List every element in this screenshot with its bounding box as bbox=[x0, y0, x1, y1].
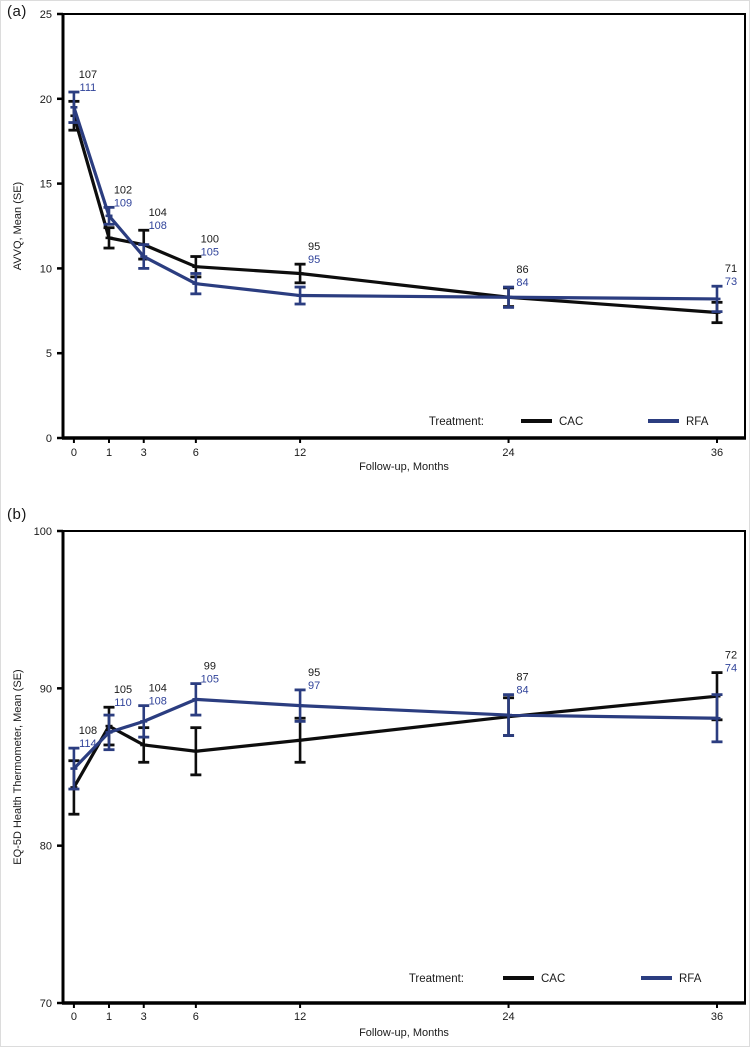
svg-text:24: 24 bbox=[502, 447, 514, 459]
svg-text:95: 95 bbox=[308, 241, 320, 253]
svg-text:1: 1 bbox=[106, 447, 112, 459]
legend: Treatment: CAC RFA bbox=[429, 416, 709, 428]
legend-label-rfa: RFA bbox=[686, 416, 709, 428]
svg-text:97: 97 bbox=[308, 680, 320, 692]
svg-text:102: 102 bbox=[114, 184, 132, 196]
panel-b-label: (b) bbox=[7, 506, 27, 523]
svg-text:86: 86 bbox=[516, 264, 528, 276]
svg-text:3: 3 bbox=[141, 447, 147, 459]
svg-text:0: 0 bbox=[46, 433, 52, 445]
svg-text:109: 109 bbox=[114, 197, 132, 209]
svg-text:105: 105 bbox=[201, 247, 219, 259]
svg-text:0: 0 bbox=[71, 447, 77, 459]
svg-text:80: 80 bbox=[40, 841, 52, 853]
svg-text:5: 5 bbox=[46, 348, 52, 360]
svg-text:84: 84 bbox=[516, 685, 528, 697]
svg-text:104: 104 bbox=[149, 207, 167, 219]
svg-text:25: 25 bbox=[40, 9, 52, 21]
svg-text:15: 15 bbox=[40, 179, 52, 191]
legend-title: Treatment: bbox=[429, 416, 484, 428]
svg-text:105: 105 bbox=[114, 684, 132, 696]
y-axis-title: AVVQ, Mean (SE) bbox=[12, 182, 24, 270]
svg-text:6: 6 bbox=[193, 447, 199, 459]
panel-a: 0 5 10 15 20 25 0 1 3 6 12 24 36 Follow-up, Months AVV… bbox=[1, 1, 750, 498]
plot-frame bbox=[61, 13, 746, 440]
svg-text:108: 108 bbox=[79, 725, 97, 737]
svg-text:12: 12 bbox=[294, 447, 306, 459]
panel-b: 70 80 90 100 0 1 3 6 12 24 36 Follow-up, Months EQ-5… bbox=[1, 498, 750, 1048]
y-axis: 70 80 90 100 bbox=[34, 526, 63, 1010]
plot-frame bbox=[61, 530, 746, 1005]
svg-text:74: 74 bbox=[725, 663, 737, 675]
svg-text:20: 20 bbox=[40, 94, 52, 106]
svg-text:72: 72 bbox=[725, 650, 737, 662]
x-axis-title: Follow-up, Months bbox=[359, 461, 449, 473]
svg-text:24: 24 bbox=[502, 1011, 514, 1023]
svg-text:105: 105 bbox=[201, 674, 219, 686]
legend-label-cac: CAC bbox=[541, 973, 565, 985]
svg-text:3: 3 bbox=[141, 1011, 147, 1023]
panel-a-label: (a) bbox=[7, 3, 27, 20]
svg-text:73: 73 bbox=[725, 276, 737, 288]
x-axis: 0 1 3 6 12 24 36 bbox=[71, 438, 723, 459]
legend: Treatment: CAC RFA bbox=[409, 973, 702, 985]
svg-text:1: 1 bbox=[106, 1011, 112, 1023]
svg-text:6: 6 bbox=[193, 1011, 199, 1023]
svg-text:100: 100 bbox=[34, 526, 52, 538]
svg-text:95: 95 bbox=[308, 254, 320, 266]
x-axis-title: Follow-up, Months bbox=[359, 1027, 449, 1039]
svg-text:99: 99 bbox=[204, 661, 216, 673]
legend-label-cac: CAC bbox=[559, 416, 583, 428]
svg-text:36: 36 bbox=[711, 1011, 723, 1023]
svg-text:95: 95 bbox=[308, 667, 320, 679]
svg-text:104: 104 bbox=[149, 683, 167, 695]
svg-text:12: 12 bbox=[294, 1011, 306, 1023]
series-rfa bbox=[68, 90, 723, 314]
series-rfa bbox=[68, 682, 723, 791]
y-axis-title: EQ-5D Health Thermometer, Mean (SE) bbox=[12, 669, 24, 864]
svg-text:71: 71 bbox=[725, 263, 737, 275]
svg-text:36: 36 bbox=[711, 447, 723, 459]
svg-text:90: 90 bbox=[40, 683, 52, 695]
svg-text:111: 111 bbox=[80, 82, 97, 94]
svg-text:110: 110 bbox=[114, 697, 132, 709]
svg-text:107: 107 bbox=[79, 69, 97, 81]
y-axis: 0 5 10 15 20 25 bbox=[40, 9, 63, 445]
svg-text:87: 87 bbox=[516, 672, 528, 684]
legend-label-rfa: RFA bbox=[679, 973, 702, 985]
svg-text:84: 84 bbox=[516, 277, 528, 289]
svg-text:0: 0 bbox=[71, 1011, 77, 1023]
legend-title: Treatment: bbox=[409, 973, 464, 985]
svg-text:114: 114 bbox=[79, 738, 97, 750]
svg-text:108: 108 bbox=[149, 696, 167, 708]
svg-text:70: 70 bbox=[40, 998, 52, 1010]
svg-text:100: 100 bbox=[201, 234, 219, 246]
svg-text:108: 108 bbox=[149, 220, 167, 232]
svg-text:10: 10 bbox=[40, 263, 52, 275]
x-axis: 0 1 3 6 12 24 36 bbox=[71, 1003, 723, 1023]
